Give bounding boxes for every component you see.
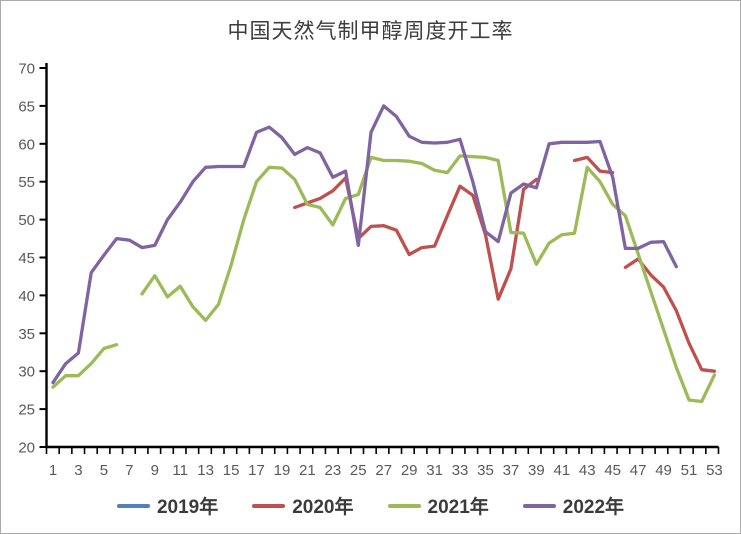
series-line-2021-seg1	[140, 154, 717, 404]
legend-marker-2021	[387, 503, 421, 508]
y-tick-label: 65	[18, 98, 35, 115]
x-tick-label: 3	[74, 462, 82, 479]
x-tick-label: 27	[375, 462, 392, 479]
x-tick-label: 47	[630, 462, 647, 479]
x-tick-label: 25	[350, 462, 367, 479]
x-tick-label: 17	[248, 462, 265, 479]
x-tick-label: 35	[477, 462, 494, 479]
legend-item-2020: 2020年	[252, 492, 354, 519]
x-tick-label: 43	[579, 462, 596, 479]
y-tick-label: 20	[18, 440, 35, 457]
x-tick-label: 21	[299, 462, 316, 479]
y-tick-label: 40	[18, 288, 35, 305]
chart-title: 中国天然气制甲醇周度开工率	[227, 20, 514, 43]
chart-legend: 2019年 2020年 2021年 2022年	[1, 492, 740, 519]
legend-item-2022: 2022年	[522, 492, 625, 519]
x-tick-label: 37	[503, 462, 520, 479]
x-tick-label: 15	[223, 462, 240, 479]
y-tick-label: 50	[18, 212, 35, 229]
y-tick-label: 30	[18, 364, 35, 381]
x-tick-label: 19	[274, 462, 291, 479]
x-tick-label: 39	[528, 462, 545, 479]
series-line-2022-seg0	[51, 104, 678, 385]
x-tick-label: 11	[172, 462, 188, 479]
x-tick-label: 5	[100, 462, 108, 479]
y-tick-label: 25	[18, 402, 35, 419]
y-tick-label: 55	[18, 174, 35, 191]
legend-marker-2020	[252, 503, 286, 508]
legend-label-2021: 2021年	[427, 497, 489, 518]
legend-marker-2019	[116, 503, 150, 508]
legend-item-2021: 2021年	[387, 492, 489, 519]
legend-item-2019: 2019年	[116, 492, 219, 519]
x-tick-label: 31	[426, 462, 443, 479]
legend-label-2020: 2020年	[292, 497, 354, 518]
y-tick-label: 45	[18, 250, 35, 267]
series-line-2020-seg1	[572, 155, 615, 175]
x-tick-label: 49	[655, 462, 672, 479]
y-tick-label: 70	[18, 61, 35, 78]
series-line-2020-seg0	[293, 176, 539, 301]
x-tick-label: 23	[324, 462, 341, 479]
legend-label-2022: 2022年	[562, 497, 625, 518]
legend-label-2019: 2019年	[156, 497, 219, 518]
x-tick-label: 29	[401, 462, 418, 479]
legend-marker-2022	[522, 503, 556, 508]
x-tick-label: 9	[151, 462, 159, 479]
series-line-2020-seg2	[623, 257, 717, 373]
x-tick-label: 53	[706, 462, 723, 479]
series-line-2021-seg0	[51, 343, 119, 389]
y-tick-label: 35	[18, 326, 35, 343]
x-tick-label: 7	[125, 462, 133, 479]
x-tick-label: 33	[452, 462, 469, 479]
x-tick-label: 1	[49, 462, 57, 479]
x-tick-label: 51	[681, 462, 698, 479]
x-tick-label: 45	[604, 462, 621, 479]
y-tick-label: 60	[18, 136, 35, 153]
x-tick-label: 41	[553, 462, 570, 479]
x-tick-label: 13	[197, 462, 214, 479]
